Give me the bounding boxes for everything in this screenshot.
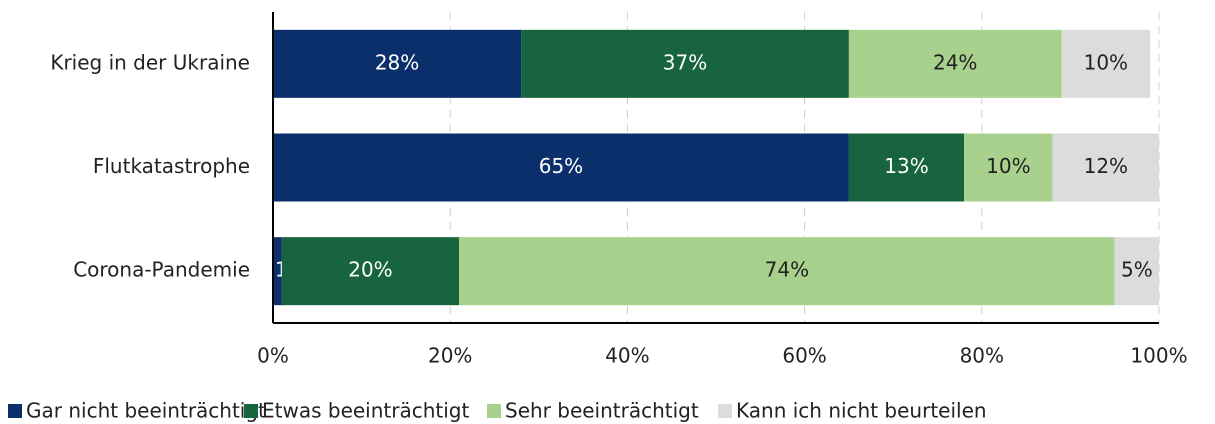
data-label: 65% (539, 154, 583, 178)
data-label: 12% (1084, 154, 1128, 178)
bar-segment (848, 29, 1062, 98)
bar-segment (273, 29, 522, 98)
legend-label: Sehr beeinträchtigt (505, 399, 699, 423)
legend-swatch (718, 404, 732, 418)
x-tick-label: 40% (605, 344, 649, 368)
data-label: 28% (375, 50, 419, 74)
y-tick-label: Krieg in der Ukraine (50, 50, 250, 74)
bar-segment (964, 133, 1053, 202)
bar-segment (273, 237, 282, 306)
x-tick-label: 60% (782, 344, 826, 368)
x-tick-label: 100% (1130, 344, 1187, 368)
y-tick-label: Flutkatastrophe (93, 154, 250, 178)
legend-label: Etwas beeinträchtigt (262, 399, 469, 423)
legend-label: Gar nicht beeinträchtigt (26, 399, 266, 423)
x-tick-label: 0% (257, 344, 289, 368)
bar-segment (281, 237, 460, 306)
legend-swatch (244, 404, 258, 418)
data-label: 74% (765, 258, 809, 282)
bar-segment (1114, 237, 1159, 306)
data-label: 20% (348, 258, 392, 282)
bar-segment (1061, 29, 1151, 98)
data-label: 37% (663, 50, 707, 74)
data-label: 10% (986, 154, 1030, 178)
bar-segment (1052, 133, 1159, 202)
y-tick-label: Corona-Pandemie (73, 258, 250, 282)
bar-segment (848, 133, 965, 202)
data-label: 24% (933, 50, 977, 74)
bar-segment (273, 133, 849, 202)
legend-swatch (487, 404, 501, 418)
data-label: 10% (1084, 50, 1128, 74)
legend-swatch (8, 404, 22, 418)
legend-label: Kann ich nicht beurteilen (736, 399, 987, 423)
x-tick-label: 20% (428, 344, 472, 368)
data-label: 13% (884, 154, 928, 178)
data-label: 5% (1121, 258, 1153, 282)
bar-segment (459, 237, 1115, 306)
bar-segment (521, 29, 849, 98)
x-tick-label: 80% (960, 344, 1004, 368)
